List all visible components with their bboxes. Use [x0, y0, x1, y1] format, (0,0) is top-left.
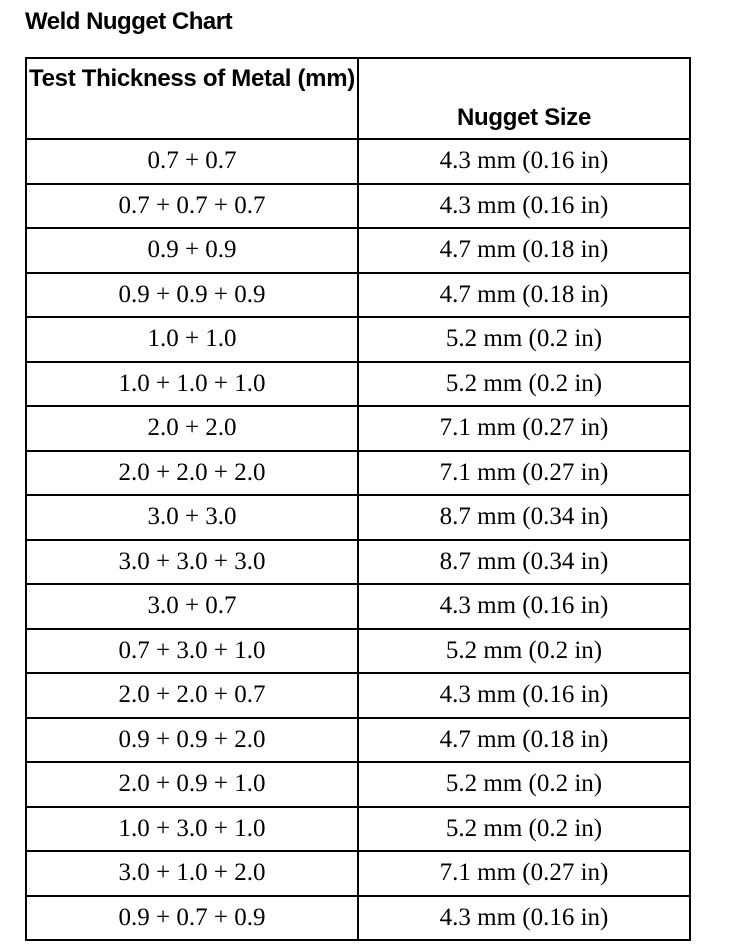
thickness-cell: 2.0 + 0.9 + 1.0	[25, 761, 359, 808]
nugget-size-cell: 8.7 mm (0.34 in)	[357, 494, 691, 541]
table-row: 0.9 + 0.9 4.7 mm (0.18 in)	[25, 227, 691, 274]
table-row: 1.0 + 1.0 5.2 mm (0.2 in)	[25, 316, 691, 363]
header-row: Test Thickness of Metal (mm) Nugget Size	[25, 57, 691, 140]
nugget-size-cell: 4.3 mm (0.16 in)	[357, 583, 691, 630]
table-row: 1.0 + 3.0 + 1.0 5.2 mm (0.2 in)	[25, 805, 691, 852]
thickness-cell: 3.0 + 3.0	[25, 494, 359, 541]
thickness-cell: 1.0 + 1.0 + 1.0	[25, 360, 359, 407]
thickness-cell: 2.0 + 2.0	[25, 405, 359, 452]
table-row: 0.7 + 0.7 4.3 mm (0.16 in)	[25, 138, 691, 185]
nugget-size-cell: 8.7 mm (0.34 in)	[357, 538, 691, 585]
table-row: 0.7 + 3.0 + 1.0 5.2 mm (0.2 in)	[25, 627, 691, 674]
nugget-size-cell: 7.1 mm (0.27 in)	[357, 850, 691, 897]
thickness-cell: 3.0 + 0.7	[25, 583, 359, 630]
thickness-cell: 0.7 + 3.0 + 1.0	[25, 627, 359, 674]
nugget-size-cell: 4.3 mm (0.16 in)	[357, 138, 691, 185]
nugget-size-cell: 7.1 mm (0.27 in)	[357, 405, 691, 452]
table-row: 3.0 + 3.0 + 3.0 8.7 mm (0.34 in)	[25, 538, 691, 585]
nugget-size-cell: 5.2 mm (0.2 in)	[357, 316, 691, 363]
nugget-size-cell: 5.2 mm (0.2 in)	[357, 627, 691, 674]
nugget-size-cell: 4.3 mm (0.16 in)	[357, 672, 691, 719]
thickness-cell: 0.7 + 0.7	[25, 138, 359, 185]
thickness-cell: 0.9 + 0.9 + 0.9	[25, 271, 359, 318]
page-title: Weld Nugget Chart	[25, 8, 233, 35]
thickness-cell: 0.9 + 0.7 + 0.9	[25, 894, 359, 941]
table-row: 2.0 + 2.0 7.1 mm (0.27 in)	[25, 405, 691, 452]
nugget-size-cell: 4.3 mm (0.16 in)	[357, 182, 691, 229]
nugget-size-cell: 4.7 mm (0.18 in)	[357, 716, 691, 763]
thickness-cell: 3.0 + 3.0 + 3.0	[25, 538, 359, 585]
weld-nugget-table: Test Thickness of Metal (mm) Nugget Size…	[25, 57, 691, 941]
table-row: 0.9 + 0.7 + 0.9 4.3 mm (0.16 in)	[25, 894, 691, 941]
header-nugget-size: Nugget Size	[357, 57, 691, 140]
header-thickness: Test Thickness of Metal (mm)	[25, 57, 359, 140]
table-row: 0.9 + 0.9 + 2.0 4.7 mm (0.18 in)	[25, 716, 691, 763]
thickness-cell: 0.9 + 0.9	[25, 227, 359, 274]
nugget-size-cell: 5.2 mm (0.2 in)	[357, 805, 691, 852]
nugget-size-cell: 4.7 mm (0.18 in)	[357, 227, 691, 274]
table-row: 3.0 + 0.7 4.3 mm (0.16 in)	[25, 583, 691, 630]
nugget-size-cell: 5.2 mm (0.2 in)	[357, 761, 691, 808]
table-row: 3.0 + 1.0 + 2.0 7.1 mm (0.27 in)	[25, 850, 691, 897]
thickness-cell: 3.0 + 1.0 + 2.0	[25, 850, 359, 897]
nugget-size-cell: 7.1 mm (0.27 in)	[357, 449, 691, 496]
table-row: 0.9 + 0.9 + 0.9 4.7 mm (0.18 in)	[25, 271, 691, 318]
nugget-size-cell: 4.3 mm (0.16 in)	[357, 894, 691, 941]
thickness-cell: 0.7 + 0.7 + 0.7	[25, 182, 359, 229]
thickness-cell: 1.0 + 3.0 + 1.0	[25, 805, 359, 852]
table-row: 2.0 + 0.9 + 1.0 5.2 mm (0.2 in)	[25, 761, 691, 808]
thickness-cell: 2.0 + 2.0 + 2.0	[25, 449, 359, 496]
table-row: 2.0 + 2.0 + 0.7 4.3 mm (0.16 in)	[25, 672, 691, 719]
table-row: 1.0 + 1.0 + 1.0 5.2 mm (0.2 in)	[25, 360, 691, 407]
thickness-cell: 0.9 + 0.9 + 2.0	[25, 716, 359, 763]
table-row: 3.0 + 3.0 8.7 mm (0.34 in)	[25, 494, 691, 541]
thickness-cell: 2.0 + 2.0 + 0.7	[25, 672, 359, 719]
nugget-size-cell: 4.7 mm (0.18 in)	[357, 271, 691, 318]
thickness-cell: 1.0 + 1.0	[25, 316, 359, 363]
table-row: 2.0 + 2.0 + 2.0 7.1 mm (0.27 in)	[25, 449, 691, 496]
nugget-size-cell: 5.2 mm (0.2 in)	[357, 360, 691, 407]
table-row: 0.7 + 0.7 + 0.7 4.3 mm (0.16 in)	[25, 182, 691, 229]
